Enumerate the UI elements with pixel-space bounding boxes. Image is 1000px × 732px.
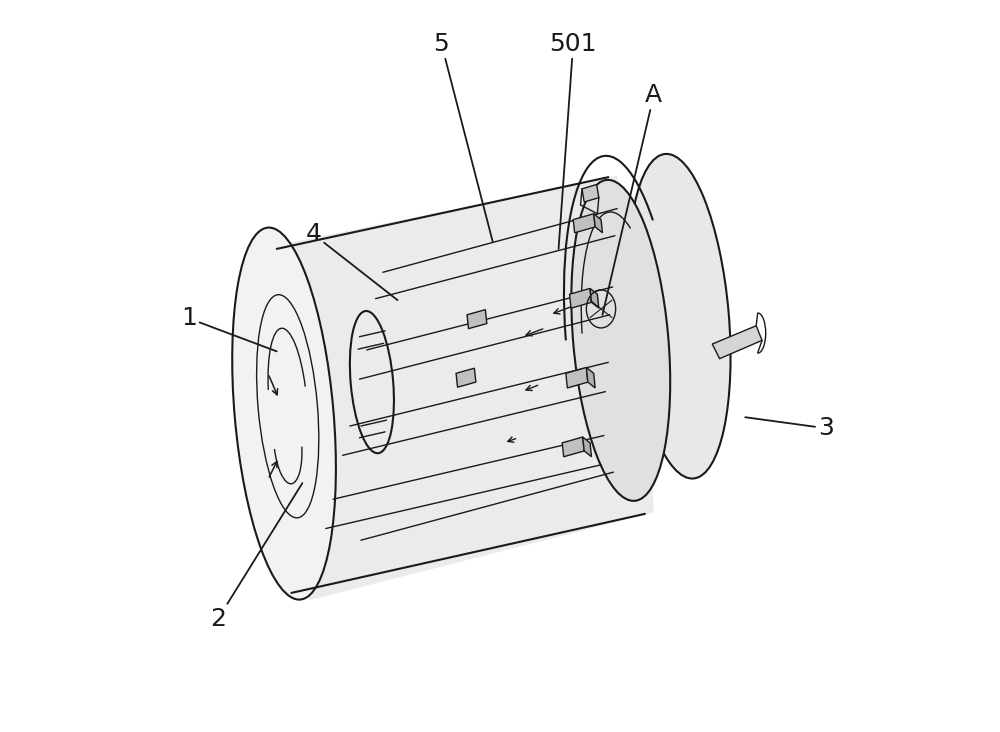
Ellipse shape (232, 228, 336, 600)
Text: 3: 3 (745, 417, 834, 440)
Text: 4: 4 (305, 223, 398, 300)
Ellipse shape (571, 180, 670, 501)
Text: 2: 2 (210, 483, 302, 630)
Polygon shape (586, 367, 595, 388)
Polygon shape (582, 184, 599, 202)
Polygon shape (562, 437, 584, 457)
Polygon shape (573, 214, 595, 233)
Polygon shape (570, 288, 592, 308)
Text: 1: 1 (181, 307, 277, 351)
Polygon shape (258, 176, 654, 600)
Polygon shape (590, 288, 599, 308)
Polygon shape (712, 326, 762, 359)
Text: A: A (602, 83, 662, 315)
Text: 5: 5 (434, 32, 493, 242)
Polygon shape (583, 437, 592, 457)
Polygon shape (467, 310, 487, 329)
Polygon shape (456, 368, 476, 387)
Ellipse shape (628, 154, 731, 479)
Text: 501: 501 (549, 32, 597, 249)
Polygon shape (594, 214, 602, 233)
Polygon shape (566, 367, 588, 388)
